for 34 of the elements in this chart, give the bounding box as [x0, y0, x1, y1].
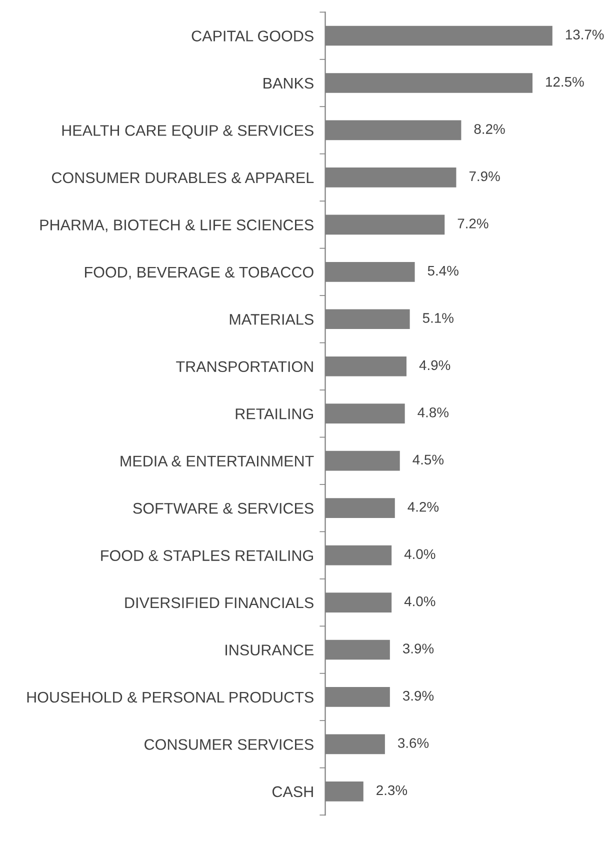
- data-label: 3.9%: [402, 644, 434, 654]
- data-label: 4.8%: [418, 407, 448, 418]
- y-tick-label: INSURANCE: [226, 644, 314, 656]
- y-tick-label: FOOD & STAPLES RETAILING: [101, 550, 313, 561]
- y-tick-label: HEALTH CARE EQUIP & SERVICES: [62, 125, 314, 139]
- data-label: 4.0%: [404, 549, 436, 560]
- y-tick-label: TRANSPORTATION: [176, 361, 313, 372]
- y-tick-label: RETAILING: [236, 408, 313, 420]
- data-label: 12.5%: [546, 76, 584, 87]
- y-tick-label: DIVERSIFIED FINANCIALS: [125, 597, 314, 608]
- y-tick-label: PHARMA, BIOTECH & LIFE SCIENCES: [40, 220, 314, 232]
- data-label: 7.2%: [458, 218, 488, 228]
- data-label: 4.0%: [404, 596, 436, 606]
- data-label: 5.4%: [428, 266, 458, 276]
- y-tick-label: CAPITAL GOODS: [192, 30, 314, 42]
- data-label: 3.9%: [402, 690, 434, 701]
- y-tick-label: SOFTWARE & SERVICES: [133, 502, 314, 514]
- y-tick-label: FOOD, BEVERAGE & TOBACCO: [85, 266, 314, 280]
- data-label: 7.9%: [469, 171, 500, 182]
- y-tick-label: CONSUMER DURABLES & APPAREL: [52, 172, 314, 184]
- y-tick-label: MEDIA & ENTERTAINMENT: [120, 456, 314, 467]
- y-tick-label: CASH: [272, 786, 313, 798]
- data-label: 4.9%: [419, 360, 450, 370]
- data-label: 5.1%: [422, 313, 454, 323]
- data-label: 4.5%: [412, 454, 444, 465]
- y-tick-label: HOUSEHOLD & PERSONAL PRODUCTS: [27, 692, 314, 703]
- data-label: 2.3%: [376, 785, 408, 796]
- data-label: 4.2%: [408, 502, 439, 512]
- data-label: 13.7%: [566, 30, 604, 40]
- data-label: 8.2%: [474, 124, 505, 134]
- y-tick-label: CONSUMER SERVICES: [144, 739, 314, 750]
- data-label: 3.6%: [398, 738, 429, 748]
- y-tick-label: MATERIALS: [230, 314, 314, 325]
- y-tick-label: BANKS: [264, 78, 314, 89]
